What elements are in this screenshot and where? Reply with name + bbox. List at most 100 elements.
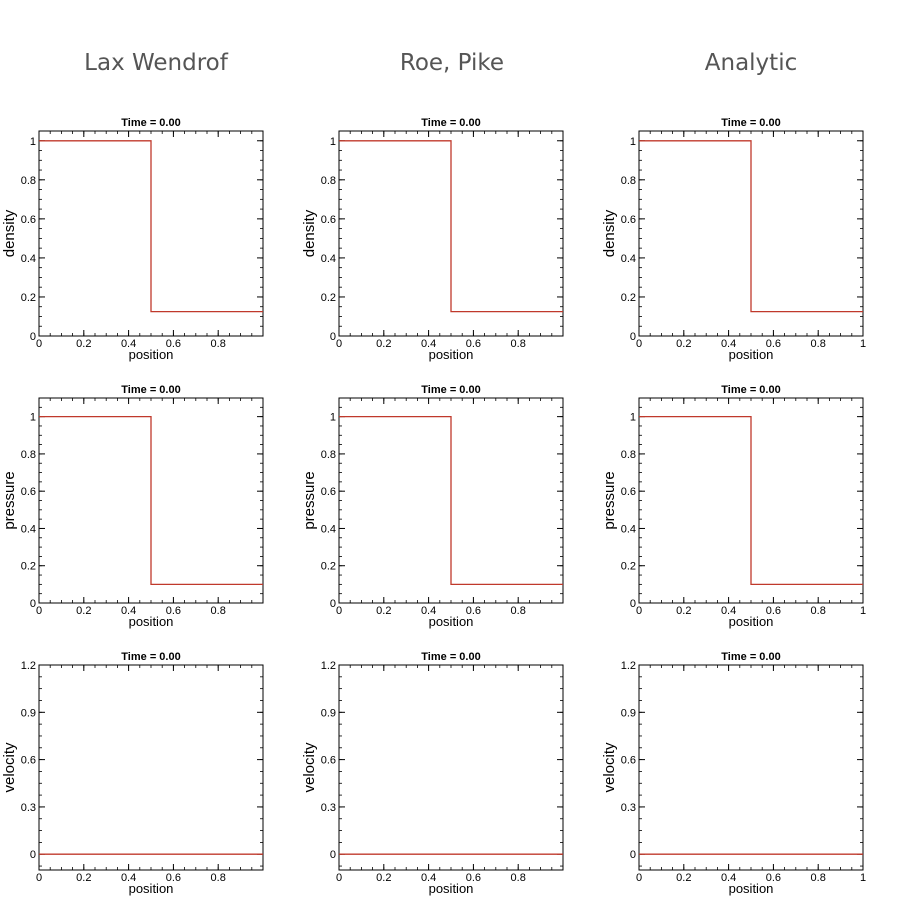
x-tick-label: 0.4 [721, 605, 736, 617]
x-tick-label: 0.8 [211, 605, 226, 617]
y-tick-label: 0 [330, 331, 336, 343]
y-tick-label: 0.6 [621, 486, 636, 498]
x-tick-label: 0.2 [376, 338, 391, 350]
subplot-pressure-col0: 0 0.2 0.4 0.6 0.8 0 0.2 0.4 0.6 0.8 1 Time = 0.00 po… [1, 384, 264, 629]
y-axis-label: density [601, 209, 618, 257]
y-tick-label: 1.2 [21, 660, 36, 672]
y-axis-label: velocity [301, 742, 318, 793]
y-tick-label: 0.2 [21, 561, 36, 573]
x-tick-label: 0 [636, 872, 642, 884]
x-tick-label: 0.2 [76, 605, 91, 617]
y-axis-label: velocity [1, 742, 18, 793]
x-tick-label: 0.4 [121, 872, 136, 884]
series-line-density [339, 140, 563, 313]
x-tick-label: 0.6 [766, 605, 781, 617]
y-tick-label: 0.2 [621, 292, 636, 304]
y-tick-label: 0 [630, 849, 636, 861]
y-tick-label: 0.9 [21, 707, 36, 719]
x-tick-label: 0.6 [166, 338, 181, 350]
subplot-pressure-col2: 0 0.2 0.4 0.6 0.8 1 0 0.2 0.4 0.6 0.8 1 Time = 0.00 p… [601, 384, 866, 629]
x-axis-label: position [429, 347, 474, 362]
series-line-pressure [639, 415, 863, 586]
subplot-density-col2: 0 0.2 0.4 0.6 0.8 1 0 0.2 0.4 0.6 0.8 1 Time = 0.00 p… [601, 117, 866, 362]
subplot-title: Time = 0.00 [121, 651, 180, 663]
y-tick-label: 1.2 [621, 660, 636, 672]
y-tick-label: 0.6 [21, 214, 36, 226]
x-tick-label: 0 [636, 338, 642, 350]
y-tick-label: 0.6 [21, 486, 36, 498]
x-axis-label: position [429, 881, 474, 896]
y-tick-label: 0.4 [21, 253, 36, 265]
x-tick-label: 0.8 [811, 338, 826, 350]
column-title-analytic: Analytic [704, 50, 798, 76]
x-axis-label: position [129, 881, 174, 896]
plot-frame [338, 664, 564, 871]
y-tick-label: 0.6 [621, 755, 636, 767]
y-tick-label: 0.4 [21, 523, 36, 535]
x-axis-label: position [129, 347, 174, 362]
x-tick-label: 0.6 [466, 872, 481, 884]
x-tick-label: 0.6 [466, 338, 481, 350]
y-tick-label: 1 [630, 412, 636, 424]
y-axis-label: velocity [601, 742, 618, 793]
subplot-title: Time = 0.00 [121, 117, 180, 129]
y-tick-label: 0.8 [621, 175, 636, 187]
x-tick-label: 0.4 [421, 872, 436, 884]
x-tick-label: 0.2 [676, 872, 691, 884]
subplot-title: Time = 0.00 [121, 384, 180, 396]
subplot-title: Time = 0.00 [421, 651, 480, 663]
y-tick-label: 1 [30, 412, 36, 424]
y-tick-label: 0 [330, 849, 336, 861]
x-tick-label: 0.8 [511, 605, 526, 617]
x-tick-label: 0.8 [811, 872, 826, 884]
x-tick-label: 0.8 [811, 605, 826, 617]
x-tick-label: 0.4 [721, 872, 736, 884]
y-tick-label: 0.2 [321, 292, 336, 304]
x-tick-label: 0.6 [466, 605, 481, 617]
column-title-roe-pike: Roe, Pike [399, 50, 505, 76]
subplot-title: Time = 0.00 [721, 384, 780, 396]
y-tick-label: 0.6 [621, 214, 636, 226]
y-tick-label: 0.3 [321, 802, 336, 814]
x-tick-label: 0 [36, 338, 42, 350]
y-axis-label: pressure [1, 471, 18, 529]
subplot-title: Time = 0.00 [421, 117, 480, 129]
y-tick-label: 0.6 [321, 755, 336, 767]
x-tick-label: 1 [860, 872, 866, 884]
y-tick-label: 1.2 [321, 660, 336, 672]
y-tick-label: 0 [330, 598, 336, 610]
y-axis-label: pressure [301, 471, 318, 529]
y-tick-label: 0.8 [21, 449, 36, 461]
x-tick-label: 0.2 [76, 872, 91, 884]
y-tick-label: 0 [30, 849, 36, 861]
y-tick-label: 0 [30, 331, 36, 343]
y-tick-label: 0.3 [621, 802, 636, 814]
y-axis-label: pressure [601, 471, 618, 529]
subplot-velocity-col2: 0 0.2 0.4 0.6 0.8 1 0 0.3 0.6 0.9 1.2 Time = 0.00 po… [601, 651, 866, 896]
subplot-density-col1: 0 0.2 0.4 0.6 0.8 0 0.2 0.4 0.6 0.8 1 Time = 0.00 po… [301, 117, 564, 362]
y-tick-label: 0 [630, 331, 636, 343]
x-tick-label: 0.8 [511, 338, 526, 350]
x-tick-label: 0.4 [121, 605, 136, 617]
x-tick-label: 0.6 [166, 872, 181, 884]
x-tick-label: 0.2 [676, 338, 691, 350]
series-line-pressure [339, 415, 563, 586]
x-axis-label: position [129, 614, 174, 629]
x-axis-label: position [729, 614, 774, 629]
x-tick-label: 0.8 [211, 338, 226, 350]
x-tick-label: 0.2 [376, 605, 391, 617]
x-tick-label: 0.8 [211, 872, 226, 884]
subplot-velocity-col0: 0 0.2 0.4 0.6 0.8 0 0.3 0.6 0.9 1.2 Time = 0.00 pos… [1, 651, 264, 896]
x-tick-label: 0.2 [676, 605, 691, 617]
y-tick-label: 1 [330, 136, 336, 148]
y-tick-label: 0.8 [621, 449, 636, 461]
y-tick-label: 0.4 [321, 253, 336, 265]
y-tick-label: 0.8 [321, 175, 336, 187]
x-tick-label: 1 [860, 605, 866, 617]
subplot-velocity-col1: 0 0.2 0.4 0.6 0.8 0 0.3 0.6 0.9 1.2 Time = 0.00 pos… [301, 651, 564, 896]
x-axis-label: position [429, 614, 474, 629]
y-tick-label: 0.9 [321, 707, 336, 719]
x-tick-label: 0.6 [166, 605, 181, 617]
plot-frame [638, 664, 864, 871]
